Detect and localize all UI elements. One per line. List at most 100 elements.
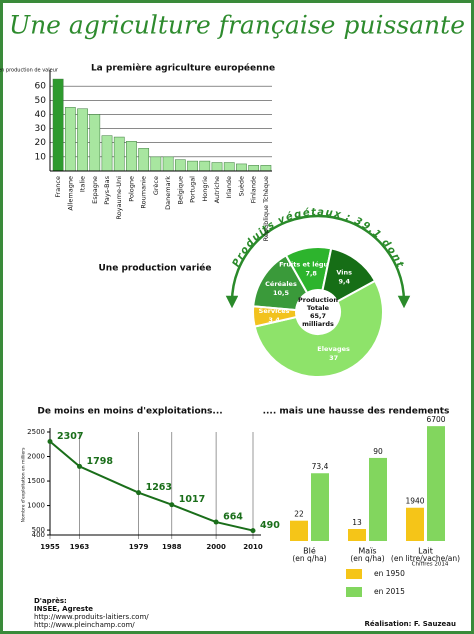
bar [77,108,88,172]
y-tick-label: 500 [32,526,45,534]
category-label: Lait [418,547,433,556]
note: Chiffres 2014 [412,562,449,568]
y-tick-label: 400 [32,531,45,539]
x-tick-label: 1963 [70,543,90,551]
segment-value: 10,5 [273,289,290,297]
x-tick-label: 1988 [162,543,182,551]
category-unit: (en q/ha) [292,554,326,563]
bar [101,135,113,172]
segment-label: Céréales [265,280,297,288]
y-tick-label: 1000 [27,502,45,510]
bar [126,141,137,172]
bar [138,148,150,172]
x-tick-label: République Tchèque [262,176,270,241]
center-label: Totale [307,304,330,312]
data-label: 1798 [87,456,114,467]
chart-title: Une production variée [99,263,212,274]
legend-swatch [346,569,362,579]
pie-segment [252,305,298,328]
bar [369,457,387,541]
data-label: 90 [373,447,383,456]
y-tick-label: 50 [35,96,47,106]
data-label: 1017 [179,494,205,505]
x-tick-label: Belgique [176,176,184,204]
data-label: 6700 [426,415,445,424]
segment-value: 7,8 [305,270,317,278]
x-tick-label: Autriche [213,176,221,203]
pie-segment [253,279,384,378]
segment-label: Elevages [317,345,350,353]
legend-label: en 2015 [374,587,405,596]
point [213,519,219,525]
x-tick-label: Danemark [164,176,172,210]
bar [427,426,445,541]
bar [248,165,260,172]
x-tick-label: 2000 [206,543,226,551]
data-label: 2307 [57,431,83,442]
segment-label: Vins [336,269,352,277]
bar [89,114,101,172]
x-tick-label: Pologne [127,176,135,202]
data-label: 1940 [405,497,424,506]
point [47,438,53,444]
category-label: Blé [303,546,316,556]
x-tick-label: Italie [79,176,87,192]
x-tick-label: Royaume-Uni [115,176,123,220]
bar [113,136,125,172]
x-tick-label: Espagne [91,176,99,204]
segment-label: Services [259,307,290,315]
source: D'après: [34,597,67,605]
segment-value: 9,4 [338,278,350,286]
data-label: 1263 [146,482,172,493]
data-label: 13 [352,518,362,527]
x-tick-label: Irlande [225,176,233,199]
y-tick-label: 30 [35,124,47,134]
source: INSEE, Agreste [34,605,93,613]
bar [290,520,308,541]
x-tick-label: Pays-Bas [103,175,111,204]
bar [52,78,64,172]
x-tick-label: Allemagne [66,176,74,211]
y-tick-label: 40 [35,110,47,120]
bar [211,162,223,172]
x-tick-label: Finlande [250,176,258,203]
line-series [49,440,254,532]
bar [199,160,211,172]
y-tick-label: 10 [35,152,47,162]
x-tick-label: Suède [237,176,245,196]
y-axis-label: Nombre d'exploitation en milliers [21,447,27,522]
source: http://www.produits-laitiers.com/ [34,613,149,621]
y-tick-label: 2500 [27,428,45,436]
chart-title: De moins en moins d'exploitations... [37,407,222,417]
x-tick-label: Roumanie [140,176,148,209]
category-unit: (en q/ha) [350,554,384,563]
x-tick-label: France [54,176,62,198]
point [77,463,83,469]
y-axis-label: en production de valeur [0,68,59,74]
bar [348,529,366,541]
data-label: 490 [260,520,280,531]
segment-value: 37 [329,354,338,362]
point [169,502,175,508]
page-title: Une agriculture française puissante [9,11,465,40]
y-tick-label: 60 [35,82,47,92]
bar [187,160,198,172]
bar [236,163,247,172]
x-tick-label: 1979 [129,543,149,551]
legend-swatch [346,587,362,597]
category-label: Maïs [358,547,376,556]
y-tick-label: 1500 [27,477,45,485]
y-tick-label: 20 [35,138,47,148]
bar [406,507,424,541]
center-label: Production [298,296,338,304]
bar [223,162,235,172]
bar [150,156,162,172]
bar [64,107,76,172]
credit: Réalisation: F. Sauzeau [365,620,456,628]
x-tick-label: 2010 [243,543,263,551]
legend-label: en 1950 [374,569,405,578]
chart-title: .... mais une hausse des rendements [263,407,450,417]
data-label: 22 [294,510,304,519]
